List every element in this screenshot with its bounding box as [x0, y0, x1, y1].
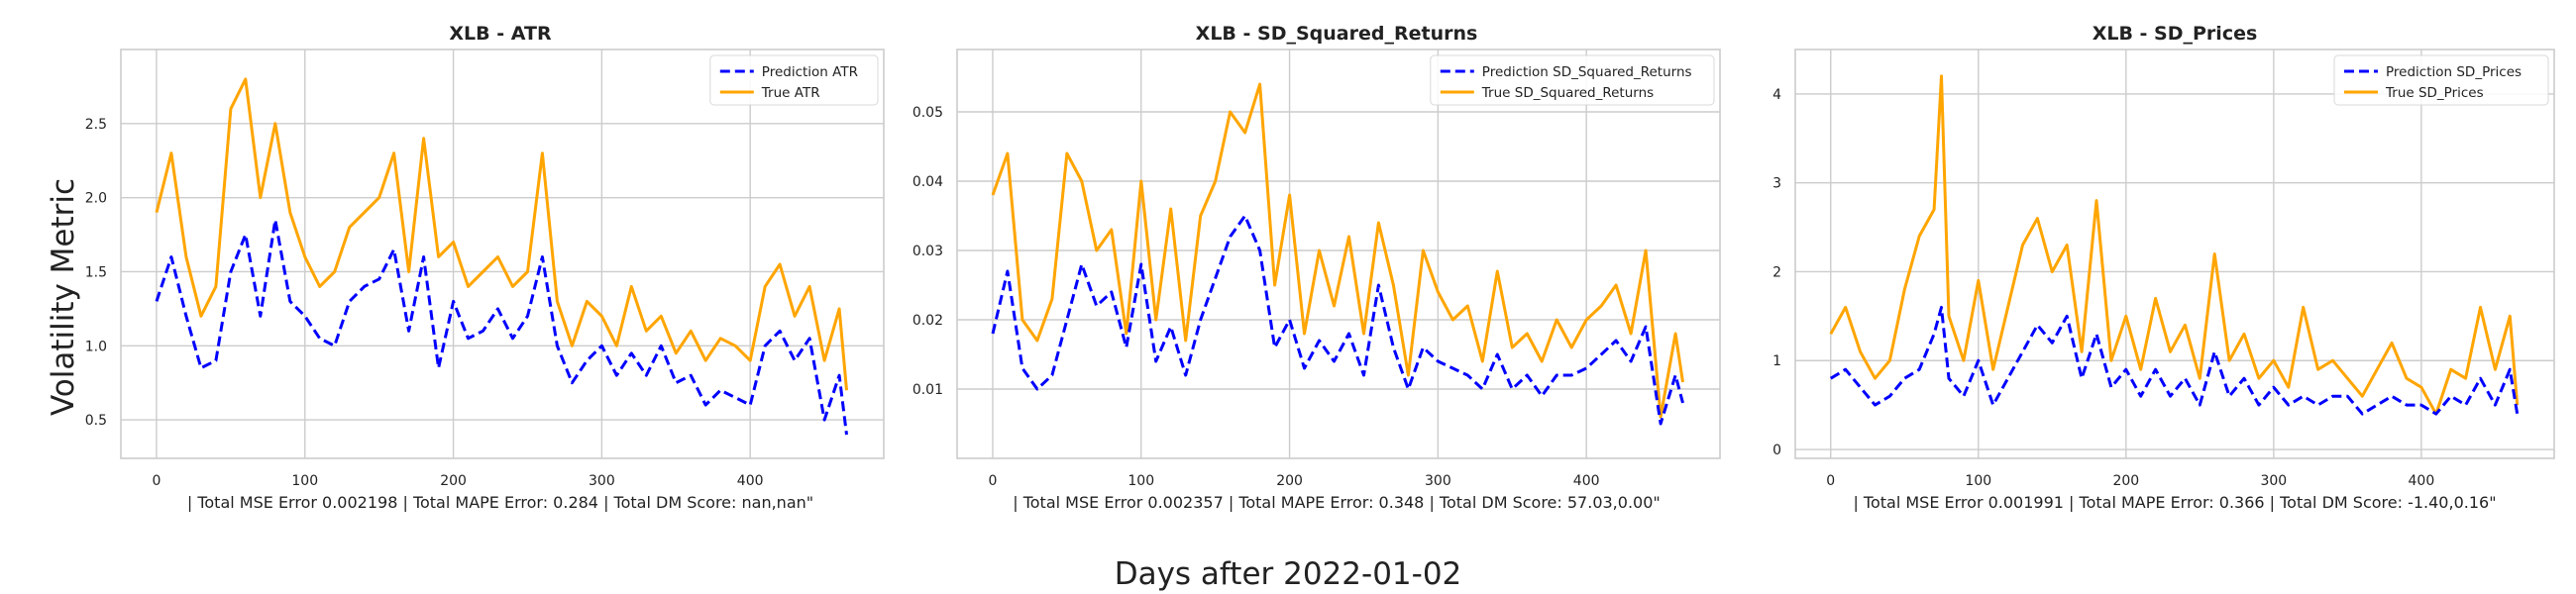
y-tick-label: 2.5	[85, 117, 107, 133]
plot-frame-sd-squared-returns	[956, 49, 1721, 459]
y-tick-label: 0.03	[912, 244, 943, 259]
x-tick-label: 200	[1276, 473, 1303, 489]
legend-box	[1430, 54, 1715, 106]
x-tick-label: 300	[1425, 473, 1451, 489]
ticks-atr: 0 100 200 300 400 0.5 1.0 1.5 2.0 2.5	[85, 117, 764, 489]
legend-sd-squared-returns: Prediction SD_Squared_Returns True SD_Squ…	[1430, 54, 1715, 106]
subplot-xlabel-atr: | Total MSE Error 0.002198 | Total MAPE …	[187, 493, 813, 512]
y-tick-label: 3	[1772, 176, 1781, 192]
legend-box	[2333, 54, 2549, 106]
legend-entry-prediction-atr: Prediction ATR	[762, 64, 858, 80]
x-tick-label: 0	[988, 473, 997, 489]
series-lines-sd-squared-returns	[991, 82, 1684, 426]
y-tick-label: 0.01	[912, 382, 943, 398]
y-tick-label: 0.5	[85, 413, 107, 429]
legend-entry-prediction-sd-squared-returns: Prediction SD_Squared_Returns	[1482, 64, 1692, 80]
subplot-atr: XLB - ATR 0 100 200 300 400 0.5 1.0 1.5 2.0 2.5 P…	[85, 23, 885, 512]
y-tick-label: 1.0	[85, 339, 107, 354]
legend-sd-prices: Prediction SD_Prices True SD_Prices	[2333, 54, 2549, 106]
x-tick-label: 400	[2409, 473, 2435, 489]
x-tick-label: 300	[589, 473, 615, 489]
y-tick-label: 4	[1772, 87, 1781, 103]
legend-entry-prediction-sd-prices: Prediction SD_Prices	[2386, 64, 2522, 80]
legend-entry-true-sd-prices: True SD_Prices	[2385, 85, 2484, 101]
subplot-title-sd-squared-returns: XLB - SD_Squared_Returns	[1196, 23, 1478, 45]
x-tick-label: 100	[291, 473, 318, 489]
legend-entry-true-sd-squared-returns: True SD_Squared_Returns	[1481, 85, 1654, 101]
y-tick-label: 0.05	[912, 105, 943, 121]
x-tick-label: 400	[1573, 473, 1600, 489]
x-tick-label: 0	[1826, 473, 1835, 489]
series-line-true-sd-prices	[1829, 74, 2520, 416]
y-tick-label: 2	[1772, 264, 1781, 280]
x-tick-label: 0	[152, 473, 161, 489]
y-tick-label: 0.02	[912, 313, 943, 329]
series-line-prediction-sd-squared-returns	[991, 214, 1684, 426]
figure-xlabel: Days after 2022-01-02	[1115, 556, 1462, 592]
y-tick-label: 0	[1772, 443, 1781, 458]
x-tick-label: 200	[440, 473, 467, 489]
figure-ylabel: Volatility Metric	[46, 178, 81, 416]
series-line-true-atr	[155, 77, 848, 391]
plot-frame-atr	[120, 49, 885, 459]
y-tick-label: 0.04	[912, 174, 943, 190]
grid-atr	[121, 50, 884, 458]
series-line-prediction-sd-prices	[1830, 305, 2520, 416]
ticks-sd-prices: 0 100 200 300 400 0 1 2 3 4	[1772, 87, 2434, 489]
x-tick-label: 300	[2260, 473, 2287, 489]
subplot-title-atr: XLB - ATR	[449, 23, 552, 45]
legend-entry-true-atr: True ATR	[761, 85, 820, 101]
x-tick-label: 400	[737, 473, 764, 489]
subplot-title-sd-prices: XLB - SD_Prices	[2093, 23, 2258, 45]
grid-sd-squared-returns	[957, 50, 1720, 458]
series-line-prediction-atr	[155, 218, 848, 436]
x-tick-label: 100	[1965, 473, 1991, 489]
series-lines-sd-prices	[1829, 74, 2520, 416]
x-tick-label: 100	[1127, 473, 1154, 489]
subplot-sd-prices: XLB - SD_Prices 0 100 200 300 400 0 1 2 3 4 Predi…	[1772, 23, 2555, 512]
subplot-xlabel-sd-squared-returns: | Total MSE Error 0.002357 | Total MAPE …	[1013, 493, 1661, 512]
y-tick-label: 1.5	[85, 264, 107, 280]
series-line-true-sd-squared-returns	[991, 82, 1684, 419]
subplot-xlabel-sd-prices: | Total MSE Error 0.001991 | Total MAPE …	[1853, 493, 2496, 512]
y-tick-label: 1	[1772, 353, 1781, 369]
plot-frame-sd-prices	[1794, 49, 2555, 459]
series-lines-atr	[155, 77, 848, 436]
y-tick-label: 2.0	[85, 191, 107, 207]
legend-atr: Prediction ATR True ATR	[709, 54, 879, 106]
subplot-sd-squared-returns: XLB - SD_Squared_Returns 0 100 200 300 400 0.…	[912, 23, 1721, 512]
x-tick-label: 200	[2112, 473, 2139, 489]
ticks-sd-squared-returns: 0 100 200 300 400 0.01 0.02 0.03 0.04 0.05	[912, 105, 1600, 489]
